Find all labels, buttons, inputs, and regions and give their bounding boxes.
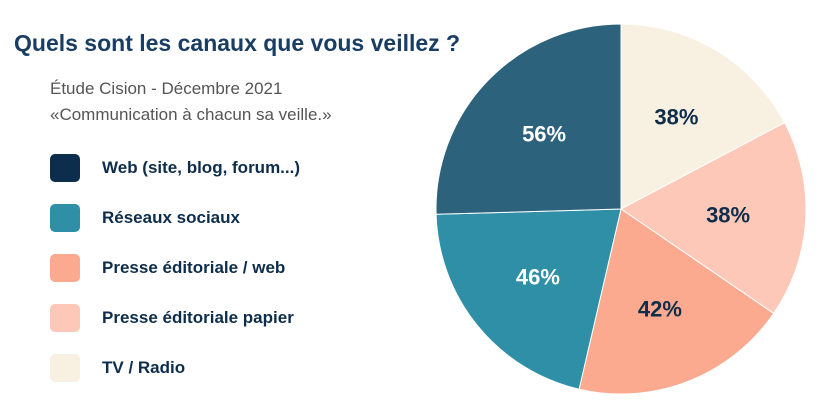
chart-title: Quels sont les canaux que vous veillez ? (14, 30, 461, 56)
legend-label-presse-web: Presse éditoriale / web (102, 258, 286, 277)
legend-item-tv-radio: TV / Radio (50, 343, 300, 393)
slice-label-reseaux-sociaux: 46% (516, 264, 560, 289)
subtitle-quote: «Communication à chacun sa veille.» (50, 105, 332, 124)
legend-item-reseaux-sociaux: Réseaux sociaux (50, 193, 300, 243)
legend-label-reseaux-sociaux: Réseaux sociaux (102, 208, 240, 227)
legend-swatch-presse-web (50, 254, 80, 282)
pie-slice-web (435, 23, 622, 215)
pie-slices (435, 23, 807, 395)
chart-legend: Web (site, blog, forum...) Réseaux socia… (50, 143, 300, 393)
slice-label-web: 56% (522, 122, 566, 147)
slice-label-presse-papier: 38% (706, 203, 750, 228)
legend-label-presse-papier: Presse éditoriale papier (102, 308, 294, 327)
subtitle-source: Étude Cision - Décembre 2021 (50, 79, 283, 98)
pie-slice-presse-papier (620, 121, 807, 315)
legend-item-presse-papier: Presse éditoriale papier (50, 293, 300, 343)
legend-item-web: Web (site, blog, forum...) (50, 143, 300, 193)
legend-item-presse-web: Presse éditoriale / web (50, 243, 300, 293)
legend-swatch-reseaux-sociaux (50, 204, 80, 232)
chart-subtitle: Étude Cision - Décembre 2021 «Communicat… (50, 76, 332, 128)
pie-slice-reseaux-sociaux (435, 208, 622, 390)
legend-label-web: Web (site, blog, forum...) (102, 158, 301, 177)
legend-label-tv-radio: TV / Radio (102, 358, 186, 377)
slice-label-tv-radio: 38% (654, 105, 698, 130)
legend-swatch-tv-radio (50, 354, 80, 382)
pie-labels: 38% 38% 42% 46% 56% (516, 105, 750, 322)
pie-slice-tv-radio (620, 23, 786, 210)
legend-swatch-presse-papier (50, 304, 80, 332)
legend-swatch-web (50, 154, 80, 182)
pie-slice-presse-web (578, 208, 775, 395)
slice-label-presse-web: 42% (638, 297, 682, 322)
